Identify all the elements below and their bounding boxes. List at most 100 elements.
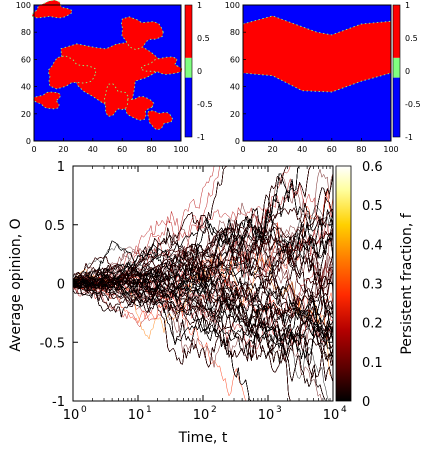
trajectory — [73, 277, 333, 401]
tr-y-tick-label: 80 — [230, 28, 240, 37]
red-domain — [140, 56, 183, 75]
x-tick-label: 10 — [258, 408, 275, 423]
x-tick-exponent: 0 — [81, 405, 87, 415]
tr-x-tick-label: 60 — [327, 145, 337, 154]
tr-x-tick-label: 0 — [240, 145, 245, 154]
x-tick-label: 10 — [63, 408, 80, 423]
tl-colorbar-minus — [185, 77, 192, 137]
trajectory — [73, 217, 333, 287]
tr-x-tick-label: 20 — [268, 145, 278, 154]
trajectory — [73, 207, 333, 296]
tl-x-tick-label: 80 — [147, 145, 157, 154]
tl-y-tick-label: 40 — [21, 83, 31, 92]
x-tick-exponent: 4 — [341, 405, 347, 415]
x-tick-label: 10 — [323, 408, 340, 423]
y-axis-label: Average opinion, O — [8, 218, 24, 351]
colorbar-tick-label: 0.4 — [362, 238, 383, 253]
tl-y-tick-label: 60 — [21, 55, 31, 64]
trajectory — [73, 275, 333, 338]
trajectory — [73, 251, 333, 296]
x-tick-exponent: 3 — [276, 405, 282, 415]
trajectory — [73, 166, 333, 297]
red-domain — [60, 41, 161, 109]
persistent-fraction-colorbar: 0.6 0.5 0.4 0.3 0.2 0.1 0 Persistent fraction,… — [335, 160, 415, 410]
top-left-map-frame — [33, 4, 182, 142]
main-x-ticks: 10 0 10 1 10 2 10 3 10 4 — [63, 166, 347, 423]
tr-colorbar-frame — [392, 4, 401, 138]
trajectory — [73, 207, 333, 286]
red-domain — [103, 83, 129, 118]
tl-colorbar-plus — [185, 5, 192, 58]
colorbar-tick-label: 0.2 — [362, 317, 383, 332]
trajectory — [73, 245, 333, 302]
top-left-x-ticks: 0 20 40 60 80 100 — [31, 138, 189, 154]
trajectory — [73, 188, 333, 306]
y-tick-label: 1 — [57, 160, 65, 175]
opinion-trajectories — [73, 166, 333, 401]
top-left-snapshot: 0 20 40 60 80 100 0 20 40 60 80 100 1 0.5 0 -0.5 -1 — [16, 0, 213, 154]
x-tick-label: 10 — [193, 408, 210, 423]
colorbar-gradient — [335, 165, 352, 402]
tr-y-tick-label: 60 — [230, 55, 240, 64]
trajectory — [73, 264, 333, 335]
tl-y-tick-label: 80 — [21, 28, 31, 37]
tr-colorbar-tick: 0 — [405, 67, 410, 76]
trajectory — [73, 223, 333, 286]
tr-y-tick-label: 0 — [235, 137, 240, 146]
tl-y-tick-label: 20 — [21, 110, 31, 119]
tl-x-tick-label: 0 — [31, 145, 36, 154]
top-left-colorbar: 1 0.5 0 -0.5 -1 — [184, 1, 213, 142]
colorbar-ticks: 0.6 0.5 0.4 0.3 0.2 0.1 0 — [362, 160, 383, 410]
tr-y-tick-label: 20 — [230, 110, 240, 119]
trajectory — [73, 271, 333, 366]
top-right-snapshot: 0 20 40 60 80 100 0 20 40 60 80 100 1 0.5 0 -0.5 -1 — [225, 1, 421, 154]
tl-y-tick-label: 100 — [16, 1, 31, 10]
tr-y-tick-label: 100 — [225, 1, 240, 10]
x-tick-label: 10 — [128, 408, 145, 423]
tr-y-tick-label: 40 — [230, 83, 240, 92]
x-axis-label: Time, t — [178, 430, 228, 446]
red-domain — [48, 55, 97, 90]
tr-x-tick-label: 100 — [383, 145, 398, 154]
tl-colorbar-tick: 0 — [197, 67, 202, 76]
tl-x-tick-label: 40 — [88, 145, 98, 154]
tl-x-tick-label: 100 — [173, 145, 188, 154]
trajectory — [73, 179, 333, 293]
average-opinion-plot: 10 0 10 1 10 2 10 3 10 4 10.50-0.5-1 Time, t Aver… — [8, 160, 415, 446]
red-domain — [31, 0, 73, 19]
y-tick-label: -1 — [52, 395, 65, 410]
y-tick-label: -0.5 — [40, 336, 65, 351]
trajectory — [73, 166, 333, 292]
tr-colorbar-plus — [393, 5, 400, 58]
tr-colorbar-tick: -0.5 — [405, 100, 421, 109]
tr-x-tick-label: 80 — [356, 145, 366, 154]
trajectory — [73, 265, 333, 401]
trajectory — [73, 275, 333, 342]
trajectory — [73, 168, 333, 295]
tl-colorbar-tick: 0.5 — [197, 34, 210, 43]
top-right-colorbar: 1 0.5 0 -0.5 -1 — [392, 1, 421, 142]
x-tick-exponent: 1 — [146, 405, 152, 415]
trajectory — [73, 272, 333, 332]
tl-colorbar-tick: 1 — [197, 1, 202, 10]
colorbar-tick-label: 0.6 — [362, 160, 383, 175]
top-right-y-ticks: 0 20 40 60 80 100 — [225, 1, 246, 146]
tl-x-tick-label: 20 — [58, 145, 68, 154]
tr-colorbar-tick: 1 — [405, 1, 410, 10]
trajectory — [73, 269, 333, 379]
trajectory — [73, 281, 333, 367]
tl-colorbar-mid — [185, 57, 192, 78]
x-tick-exponent: 2 — [211, 405, 217, 415]
colorbar-tick-label: 0 — [362, 395, 370, 410]
tr-colorbar-minus — [393, 77, 400, 137]
main-y-ticks: 1 0.5 0 -0.5 -1 — [40, 160, 333, 410]
tr-colorbar-mid — [393, 57, 400, 78]
colorbar-tick-label: 0.5 — [362, 199, 383, 214]
tl-colorbar-tick: -1 — [197, 133, 205, 142]
red-domain — [120, 16, 164, 51]
trajectory — [73, 194, 333, 302]
y-tick-label: 0.5 — [44, 219, 65, 234]
trajectory — [73, 202, 333, 298]
tl-colorbar-frame — [184, 4, 193, 138]
